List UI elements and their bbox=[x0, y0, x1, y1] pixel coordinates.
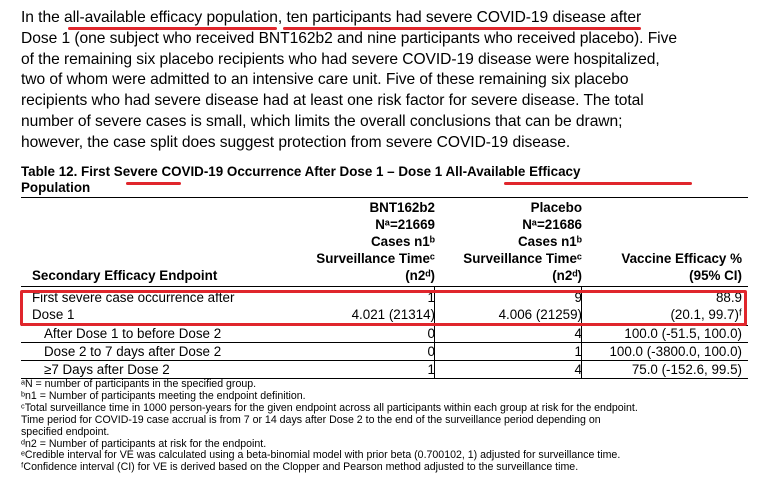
footnote: ᵃN = number of participants in the speci… bbox=[21, 378, 257, 390]
header-bnt162b2: BNT162b2 Nᵃ=21669 Cases n1ᵇ Surveillance… bbox=[316, 200, 435, 283]
paragraph-line: In the all-available efficacy population… bbox=[21, 9, 642, 26]
table-row: Dose 1 4.021 (21314) 4.006 (21259) (20.1… bbox=[32, 307, 742, 322]
body-paragraph: In the all-available efficacy population… bbox=[21, 8, 751, 154]
footnote: specified endpoint. bbox=[21, 425, 110, 438]
table-caption: Table 12. First Severe COVID-19 Occurren… bbox=[21, 164, 581, 195]
footnote: ᵉCredible interval for VE was calculated… bbox=[21, 449, 621, 462]
table-row: First severe case occurrence after 1 9 8… bbox=[32, 290, 742, 305]
table-row: After Dose 1 to before Dose 2 0 4 100.0 … bbox=[44, 326, 742, 341]
paragraph-line: however, the case split does suggest pro… bbox=[21, 133, 571, 151]
row-rule bbox=[21, 342, 748, 343]
footnote: ᵈn2 = Number of participants at risk for… bbox=[21, 437, 267, 450]
red-underline-annotation bbox=[68, 27, 277, 30]
column-separator bbox=[581, 286, 582, 378]
header-vaccine-efficacy: Vaccine Efficacy % (95% CI) bbox=[621, 251, 742, 283]
paragraph-line: Dose 1 (one subject who received BNT162b… bbox=[21, 29, 677, 47]
highlighted-phrase: all-available efficacy population, ten p… bbox=[64, 9, 606, 26]
table-row: Dose 2 to 7 days after Dose 2 0 1 100.0 … bbox=[44, 344, 742, 359]
row-rule bbox=[21, 360, 748, 361]
table-row: ≥7 Days after Dose 2 1 4 75.0 (-152.6, 9… bbox=[44, 362, 742, 377]
column-separator bbox=[434, 286, 435, 378]
header-placebo: Placebo Nᵃ=21686 Cases n1ᵇ Surveillance … bbox=[463, 200, 582, 283]
red-underline-annotation bbox=[504, 182, 692, 185]
table-bottom-rule bbox=[21, 378, 748, 379]
footnote: Time period for COVID-19 case accrual is… bbox=[21, 413, 601, 426]
footnote: ᶜTotal surveillance time in 1000 person-… bbox=[21, 401, 638, 414]
header-endpoint: Secondary Efficacy Endpoint bbox=[32, 268, 218, 283]
red-underline-annotation bbox=[283, 27, 641, 30]
paragraph-line: number of severe cases is small, which l… bbox=[21, 112, 623, 130]
table-top-rule bbox=[21, 197, 748, 198]
paragraph-line: recipients who had severe disease had at… bbox=[21, 92, 644, 110]
header-bottom-rule bbox=[21, 286, 748, 287]
paragraph-line: of the remaining six placebo recipients … bbox=[21, 50, 660, 68]
red-underline-annotation bbox=[126, 182, 181, 185]
footnote: ᵇn1 = Number of participants meeting the… bbox=[21, 389, 306, 402]
paragraph-line: two of whom were admitted to an intensiv… bbox=[21, 71, 629, 89]
footnote: ᶠConfidence interval (CI) for VE is deri… bbox=[21, 461, 579, 474]
red-box-annotation bbox=[20, 290, 747, 326]
footnotes: ᵃN = number of participants in the speci… bbox=[21, 378, 751, 474]
